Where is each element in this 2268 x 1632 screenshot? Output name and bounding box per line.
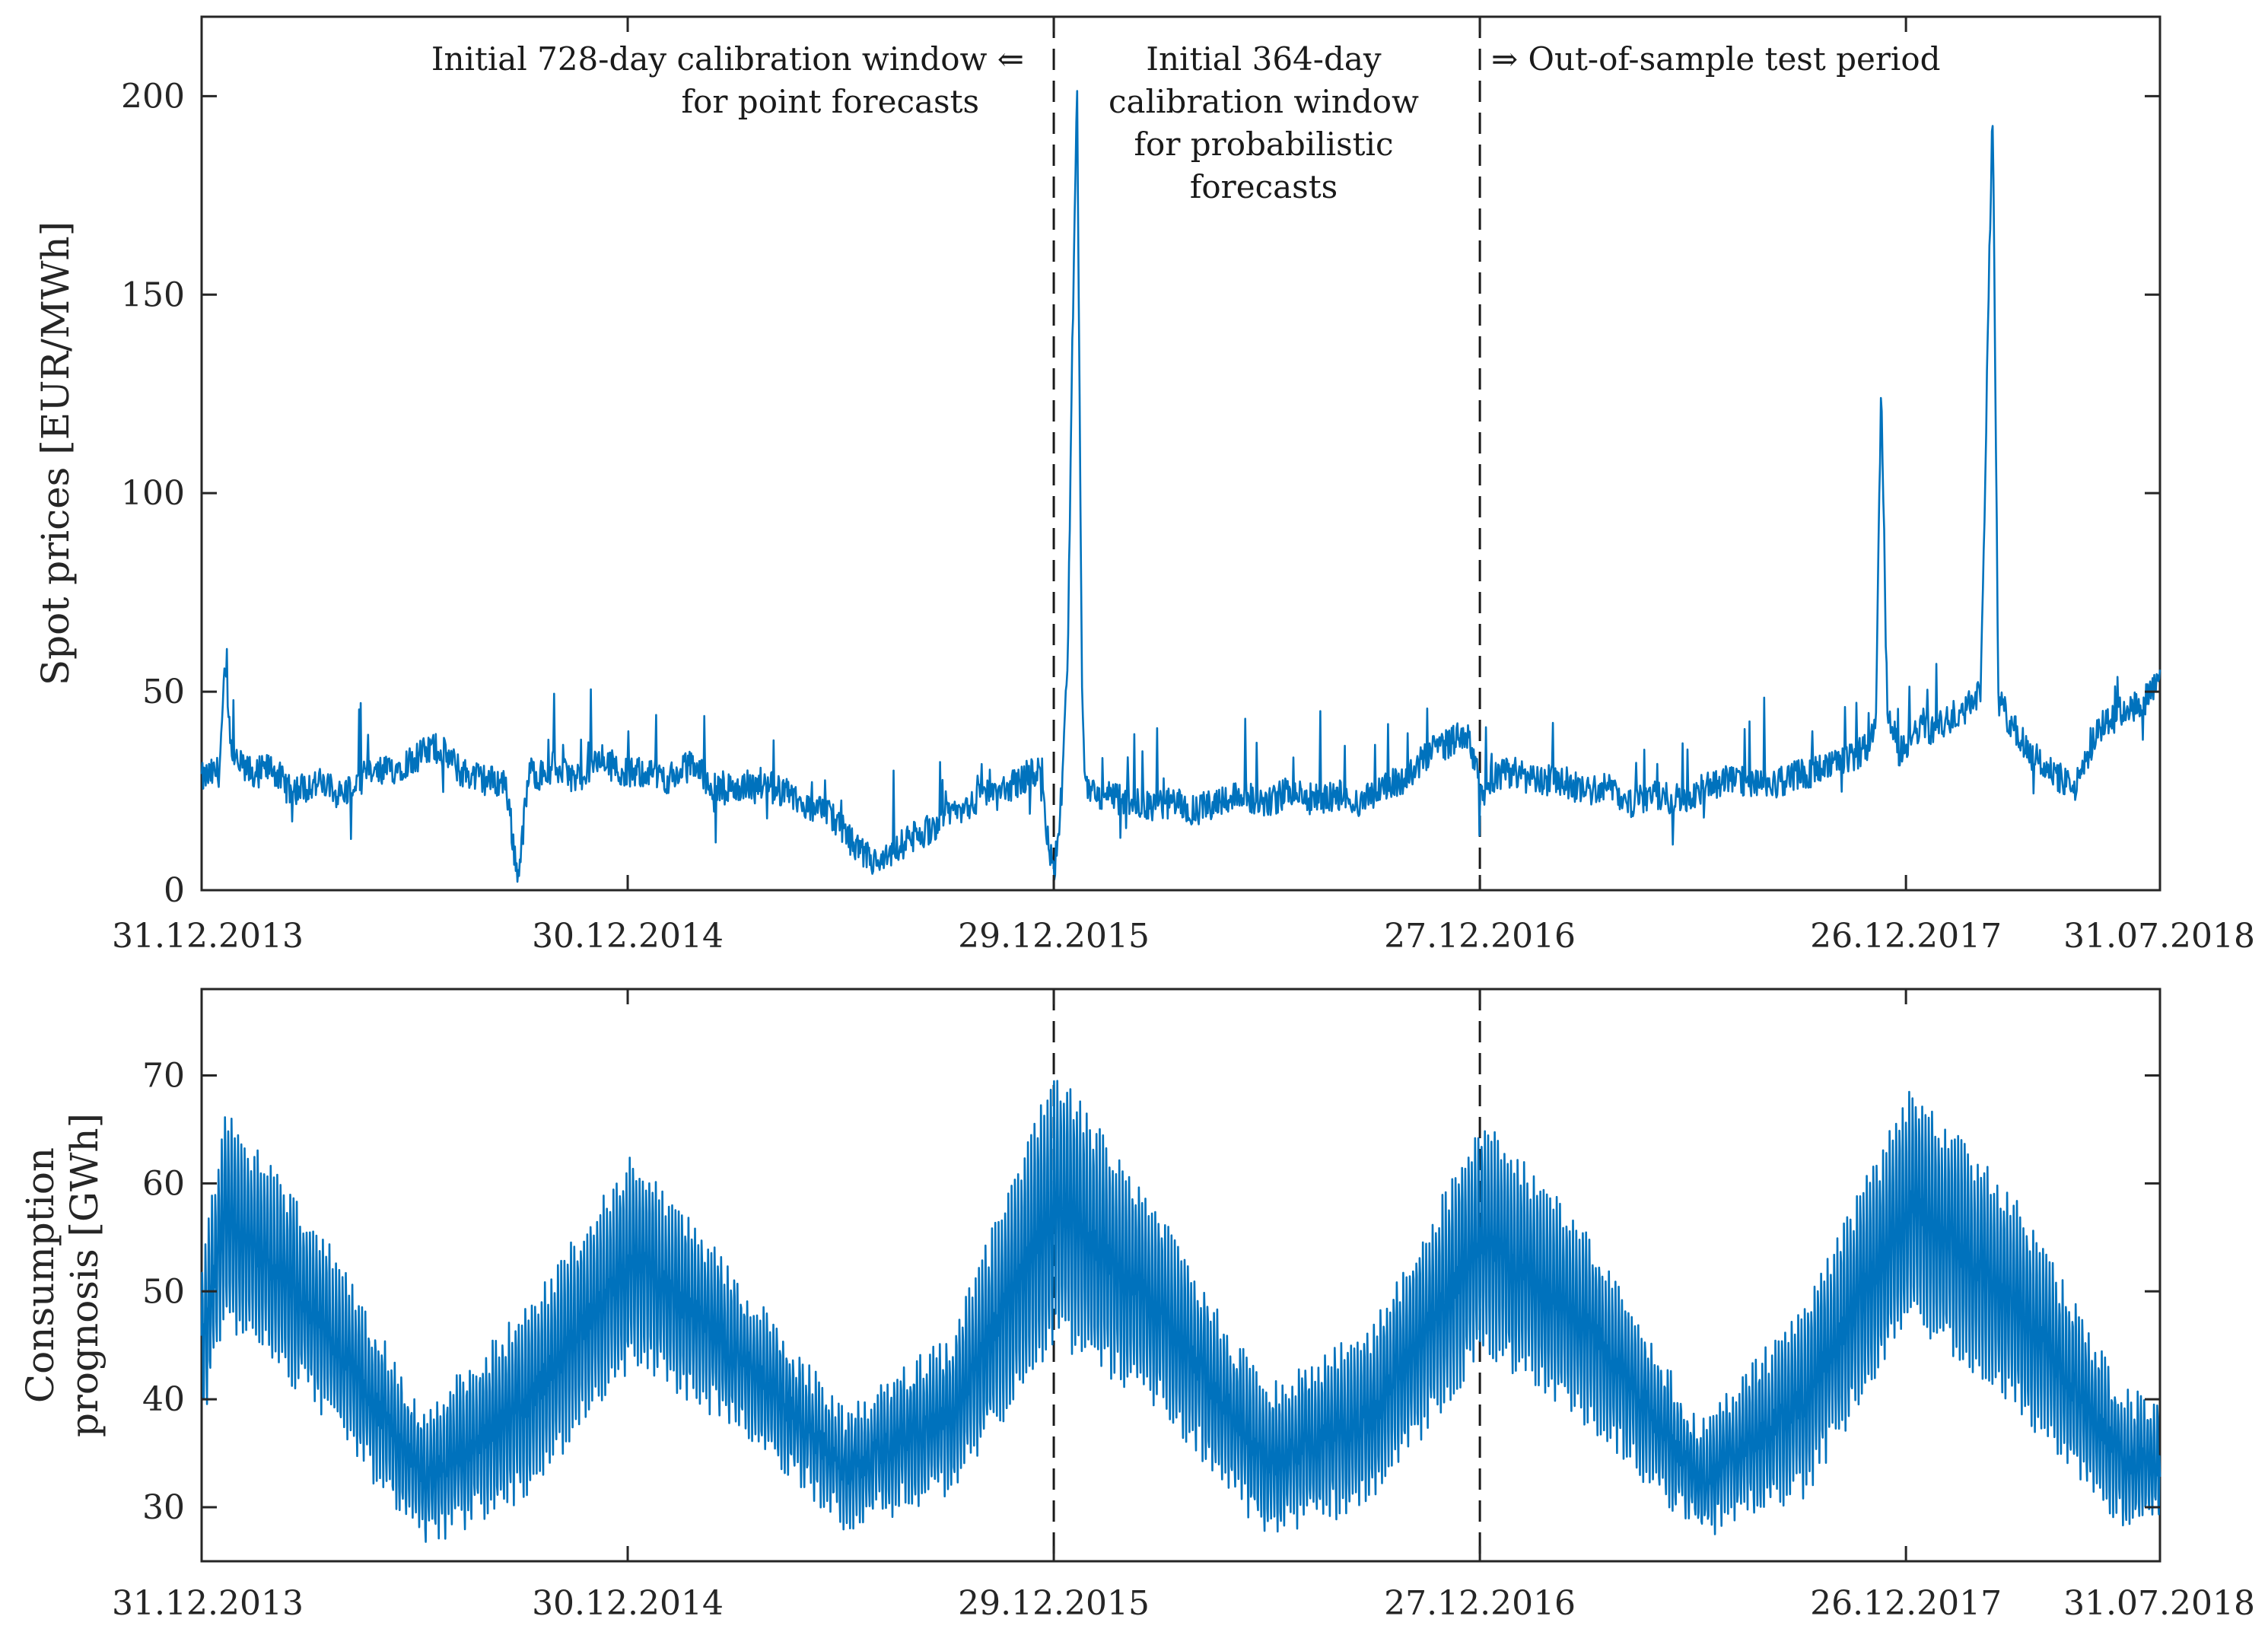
- x-tick-label: 30.12.2014: [532, 917, 724, 956]
- spot-prices-y-axis-label: Spot prices [EUR/MWh]: [33, 221, 78, 686]
- y-tick-label: 0: [164, 871, 185, 910]
- annotation-probabilistic-window-line2: calibration window: [1109, 83, 1419, 120]
- consumption-x-ticks: 31.12.2013 30.12.2014 29.12.2015 27.12.2016…: [112, 989, 2255, 1623]
- x-tick-label: 31.07.2018: [2063, 917, 2255, 956]
- annotation-test-period: ⇒ Out-of-sample test period: [1491, 40, 1941, 78]
- y-tick-label: 40: [142, 1380, 185, 1419]
- y-tick-label: 50: [142, 1272, 185, 1311]
- x-tick-label: 31.12.2013: [112, 917, 304, 956]
- x-tick-label: 31.12.2013: [112, 1584, 304, 1623]
- y-tick-label: 30: [142, 1488, 185, 1527]
- spot-prices-series-line: [200, 90, 2161, 883]
- consumption-panel: 30 40 50 60 70 31.12.2013 30.12.2014 29.12.201…: [18, 988, 2255, 1623]
- x-tick-label: 29.12.2015: [958, 1584, 1150, 1623]
- annotation-probabilistic-window-line3: for probabilistic: [1134, 126, 1393, 163]
- consumption-y-ticks: 30 40 50 60 70: [142, 1057, 2160, 1527]
- y-tick-label: 70: [142, 1057, 185, 1096]
- spot-prices-y-ticks: 0 50 100 150 200: [121, 77, 2160, 910]
- spot-prices-x-ticks: 31.12.2013 30.12.2014 29.12.2015 27.12.2016…: [112, 17, 2255, 956]
- spot-prices-panel: 0 50 100 150 200 31.12.2013 30.12.2014 29.12.2…: [33, 15, 2255, 956]
- x-tick-label: 26.12.2017: [1810, 917, 2002, 956]
- y-tick-label: 60: [142, 1164, 185, 1203]
- y-tick-label: 100: [121, 474, 185, 513]
- annotation-point-forecast-window-line2: for point forecasts: [682, 83, 979, 120]
- y-tick-label: 50: [142, 673, 185, 711]
- x-tick-label: 27.12.2016: [1384, 917, 1576, 956]
- consumption-series-line: [200, 1080, 2161, 1543]
- consumption-y-axis-label-line1: Consumption: [18, 1147, 62, 1403]
- y-tick-label: 200: [121, 77, 185, 116]
- annotation-probabilistic-window-line4: forecasts: [1190, 168, 1338, 205]
- x-tick-label: 31.07.2018: [2063, 1584, 2255, 1623]
- x-tick-label: 29.12.2015: [958, 917, 1150, 956]
- spot-prices-plot-frame: [200, 15, 2161, 892]
- consumption-y-axis-label-line2: prognosis [GWh]: [62, 1113, 107, 1437]
- annotation-point-forecast-window-line1: Initial 728-day calibration window ⇐: [431, 40, 1024, 78]
- x-tick-label: 26.12.2017: [1810, 1584, 2002, 1623]
- x-tick-label: 30.12.2014: [532, 1584, 724, 1623]
- x-tick-label: 27.12.2016: [1384, 1584, 1576, 1623]
- y-tick-label: 150: [121, 275, 185, 314]
- annotation-probabilistic-window-line1: Initial 364-day: [1146, 40, 1381, 78]
- spot-prices-divider-lines: [1052, 17, 1481, 890]
